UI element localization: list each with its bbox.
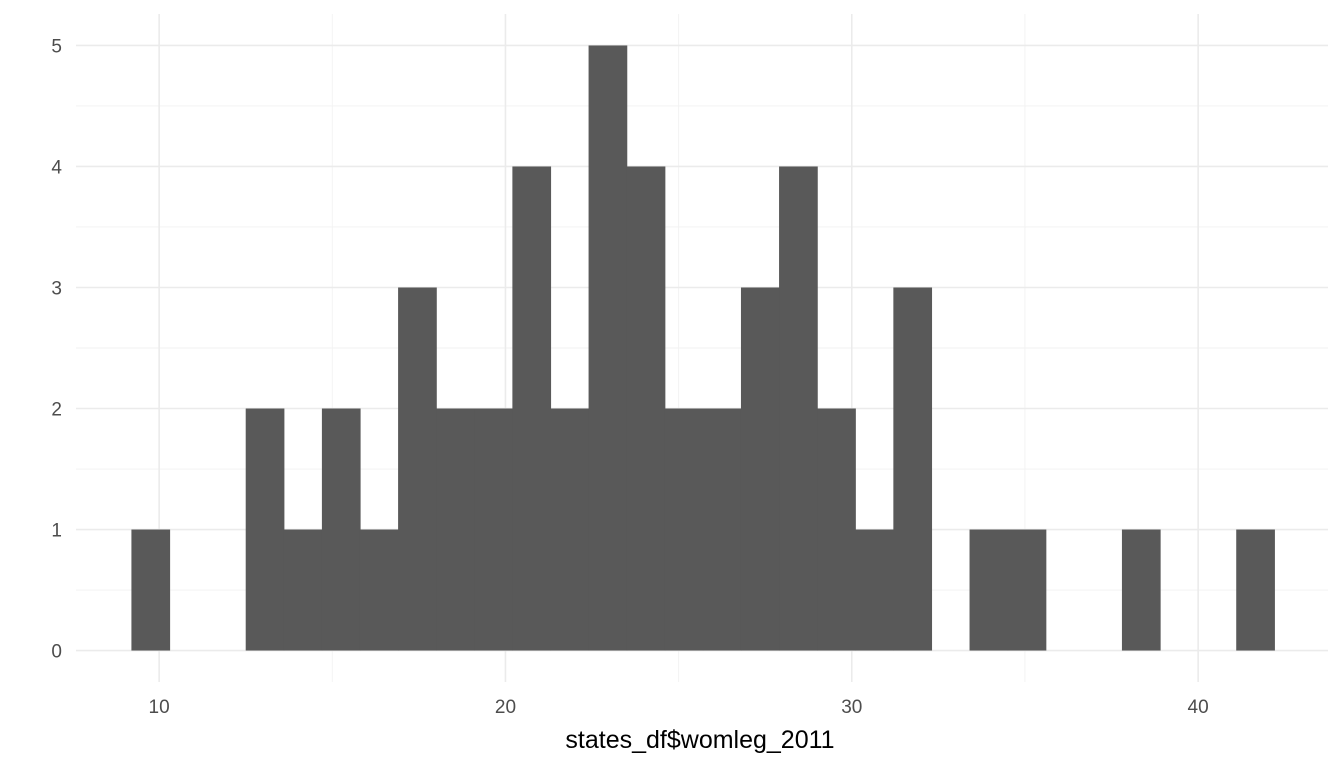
x-axis-title: states_df$womleg_2011: [565, 726, 834, 754]
histogram-bar: [1121, 529, 1161, 651]
x-tick-label: 20: [495, 697, 516, 718]
histogram-bar: [740, 287, 780, 651]
y-tick-label: 4: [51, 157, 62, 178]
histogram-bar: [855, 529, 894, 651]
histogram-bar: [359, 529, 399, 651]
bars-layer: [131, 45, 1275, 651]
histogram-bar: [398, 287, 437, 651]
histogram-bar: [474, 408, 513, 651]
histogram-bar: [817, 408, 856, 651]
grid-layer: [76, 14, 1328, 682]
tick-labels-layer: 0 1 2 3 4 5 10 20 30 40: [51, 36, 1208, 718]
histogram-bar: [1236, 529, 1275, 651]
histogram-bar: [893, 287, 933, 651]
y-tick-label: 0: [51, 642, 62, 663]
y-tick-label: 3: [51, 278, 62, 299]
histogram-bar: [436, 408, 475, 651]
histogram-bar: [702, 408, 742, 651]
histogram-bar: [969, 529, 1009, 651]
histogram-bar: [626, 166, 666, 651]
histogram-bar: [131, 529, 171, 651]
histogram-bar: [245, 408, 285, 651]
histogram-bar: [550, 408, 590, 651]
histogram-bar: [512, 166, 552, 651]
histogram-bar: [779, 166, 818, 651]
histogram-bar: [321, 408, 361, 651]
histogram-bar: [1007, 529, 1047, 651]
histogram-bar: [283, 529, 323, 651]
y-tick-label: 1: [51, 521, 62, 542]
histogram-bar: [664, 408, 704, 651]
histogram-bar: [588, 45, 628, 651]
y-tick-label: 5: [51, 36, 62, 57]
x-tick-label: 40: [1188, 697, 1209, 718]
x-tick-label: 30: [841, 697, 862, 718]
x-tick-label: 10: [149, 697, 170, 718]
y-tick-label: 2: [51, 400, 62, 421]
